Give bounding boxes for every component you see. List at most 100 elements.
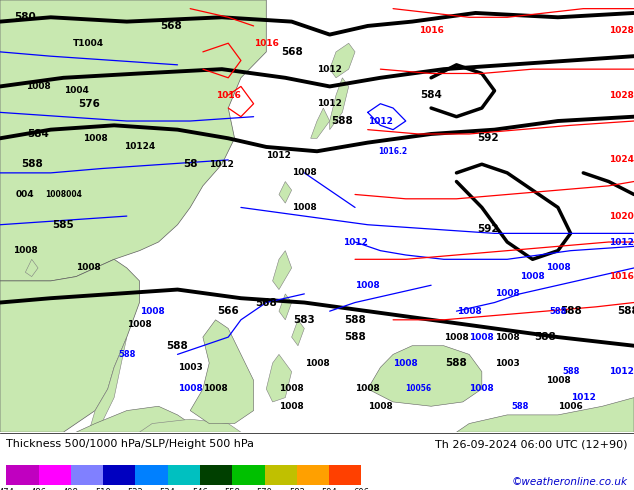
Text: 1008: 1008	[444, 333, 469, 342]
Text: 1008: 1008	[355, 281, 380, 290]
Text: 588: 588	[446, 358, 467, 368]
Text: 568: 568	[256, 297, 277, 308]
Text: 606: 606	[353, 488, 370, 490]
Text: Th 26-09-2024 06:00 UTC (12+90): Th 26-09-2024 06:00 UTC (12+90)	[435, 439, 628, 449]
Text: 1008: 1008	[13, 246, 38, 255]
Text: 588: 588	[21, 159, 42, 169]
Polygon shape	[139, 419, 241, 432]
Text: 1008: 1008	[495, 290, 520, 298]
Text: 566: 566	[217, 306, 239, 316]
Text: 1008: 1008	[469, 385, 495, 393]
Bar	[297, 465, 329, 486]
Text: 1012: 1012	[609, 238, 634, 246]
Polygon shape	[279, 181, 292, 203]
Text: 1008: 1008	[139, 307, 165, 316]
Text: 1008: 1008	[393, 359, 418, 368]
Text: 474: 474	[0, 488, 15, 490]
Text: 1006: 1006	[558, 402, 583, 411]
Text: 1008: 1008	[469, 333, 495, 342]
Text: 1008: 1008	[495, 333, 520, 342]
Text: 592: 592	[477, 133, 499, 143]
Text: 588: 588	[167, 341, 188, 351]
Text: 1008: 1008	[127, 319, 152, 329]
Text: 1008: 1008	[279, 402, 304, 411]
Text: 510: 510	[95, 488, 111, 490]
Text: 1012: 1012	[571, 393, 596, 402]
Text: 10124: 10124	[124, 143, 155, 151]
Text: 588: 588	[617, 306, 634, 316]
Polygon shape	[266, 354, 292, 402]
Text: 588: 588	[562, 367, 579, 376]
Text: 588: 588	[332, 116, 353, 126]
Text: 1016: 1016	[609, 272, 634, 281]
Text: 1012: 1012	[209, 160, 235, 169]
Text: 522: 522	[127, 488, 143, 490]
Text: 546: 546	[192, 488, 208, 490]
Text: 1016.2: 1016.2	[378, 147, 408, 156]
Text: 534: 534	[160, 488, 176, 490]
Text: 1016: 1016	[216, 91, 241, 99]
Polygon shape	[273, 251, 292, 290]
Bar	[103, 465, 136, 486]
Text: 588: 588	[560, 306, 581, 316]
Text: 584: 584	[420, 90, 442, 100]
Text: 1003: 1003	[178, 363, 203, 372]
Text: 1012: 1012	[266, 151, 292, 160]
Text: 1012: 1012	[317, 65, 342, 74]
Bar	[71, 465, 103, 486]
Text: 584: 584	[27, 129, 49, 139]
Bar	[136, 465, 168, 486]
Bar	[168, 465, 200, 486]
Text: 1008: 1008	[545, 376, 571, 385]
Text: 1012: 1012	[609, 367, 634, 376]
Text: 588: 588	[511, 402, 529, 411]
Text: 1008: 1008	[292, 203, 317, 212]
Polygon shape	[190, 320, 254, 423]
Text: 1024: 1024	[609, 155, 634, 165]
Text: 004: 004	[16, 190, 35, 199]
Bar	[264, 465, 297, 486]
Text: 1012: 1012	[342, 238, 368, 246]
Bar	[329, 465, 361, 486]
Text: 568: 568	[281, 47, 302, 57]
Text: T1004: T1004	[73, 39, 105, 48]
Polygon shape	[25, 259, 38, 276]
Text: 1003: 1003	[495, 359, 520, 368]
Text: 1008: 1008	[456, 307, 482, 316]
Bar	[6, 465, 39, 486]
Text: 568: 568	[160, 21, 182, 31]
Text: 582: 582	[289, 488, 305, 490]
Text: 1008: 1008	[178, 385, 203, 393]
Text: 588: 588	[344, 332, 366, 342]
Text: ©weatheronline.co.uk: ©weatheronline.co.uk	[512, 477, 628, 487]
Polygon shape	[292, 320, 304, 346]
Text: 1008: 1008	[520, 272, 545, 281]
Text: 1016: 1016	[254, 39, 279, 48]
Text: 1008: 1008	[545, 264, 571, 272]
Text: 558: 558	[224, 488, 240, 490]
Polygon shape	[89, 337, 127, 432]
Polygon shape	[311, 108, 330, 138]
Text: 588: 588	[118, 350, 136, 359]
Text: 1016: 1016	[418, 26, 444, 35]
Text: 583: 583	[294, 315, 315, 325]
Text: 58: 58	[183, 159, 197, 169]
Text: 1008: 1008	[76, 264, 101, 272]
Text: 576: 576	[78, 98, 100, 109]
Text: 588: 588	[344, 315, 366, 325]
Text: 1008: 1008	[304, 359, 330, 368]
Text: 1008: 1008	[355, 385, 380, 393]
Text: 588: 588	[534, 332, 556, 342]
Text: 1004: 1004	[63, 86, 89, 95]
Text: 1008: 1008	[368, 402, 393, 411]
Text: 1008: 1008	[82, 134, 108, 143]
Bar	[200, 465, 232, 486]
Polygon shape	[330, 43, 355, 78]
Text: 1008: 1008	[203, 385, 228, 393]
Polygon shape	[279, 294, 292, 320]
Text: 498: 498	[63, 488, 79, 490]
Bar	[39, 465, 71, 486]
Text: 1028: 1028	[609, 26, 634, 35]
Text: 588: 588	[549, 307, 567, 316]
Text: 1008: 1008	[279, 385, 304, 393]
